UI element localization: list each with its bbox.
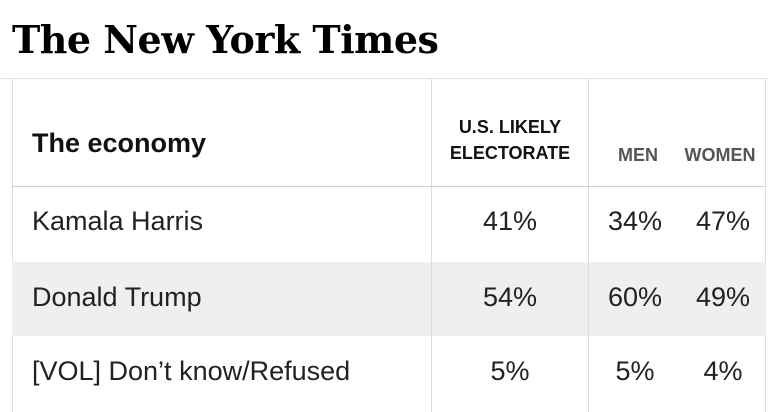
- column-header-electorate-line1: U.S. LIKELY: [458, 117, 562, 137]
- cell-trump-electorate: 54%: [482, 282, 538, 312]
- masthead-divider: [0, 78, 768, 79]
- column-header-electorate: U.S. LIKELY ELECTORATE: [432, 114, 588, 166]
- cell-dont-know-electorate: 5%: [490, 356, 530, 386]
- column-header-electorate-line2: ELECTORATE: [449, 143, 571, 163]
- row-label-trump: Donald Trump: [32, 282, 202, 312]
- table-title: The economy: [32, 128, 207, 158]
- cell-harris-electorate: 41%: [482, 206, 538, 236]
- row-label-dont-know: [VOL] Don’t know/Refused: [32, 356, 351, 386]
- column-header-women: WOMEN: [684, 145, 756, 165]
- cell-trump-men: 60%: [607, 282, 663, 312]
- cell-trump-women: 49%: [695, 282, 751, 312]
- column-divider-subgroups: [588, 79, 589, 412]
- row-label-harris: Kamala Harris: [32, 206, 204, 236]
- table-row-shade: [12, 262, 766, 336]
- cell-harris-men: 34%: [607, 206, 663, 236]
- nyt-masthead-logo[interactable]: The New York Times: [12, 17, 439, 62]
- column-divider-electorate: [431, 79, 432, 412]
- header-divider: [12, 186, 766, 187]
- column-header-men: MEN: [618, 145, 658, 165]
- results-table: [12, 79, 766, 412]
- cell-dont-know-women: 4%: [703, 356, 743, 386]
- cell-harris-women: 47%: [695, 206, 751, 236]
- cell-dont-know-men: 5%: [615, 356, 655, 386]
